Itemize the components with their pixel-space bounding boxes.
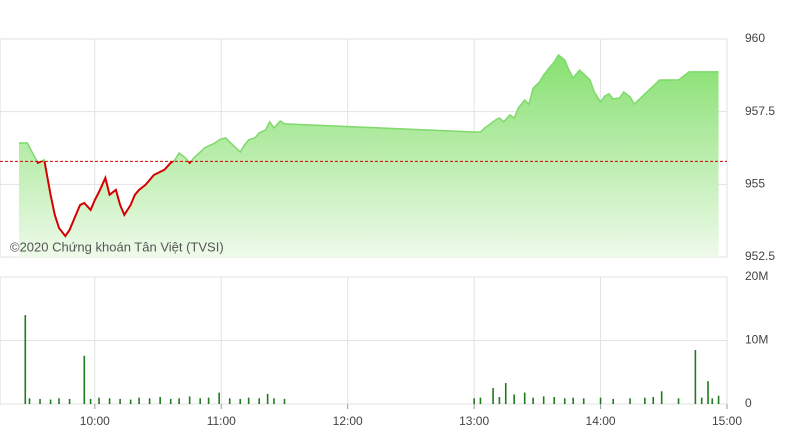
volume-bar	[563, 398, 566, 404]
watermark: ©2020 Chứng khoán Tân Việt (TVSI)	[10, 239, 224, 254]
y-tick-label: 960	[745, 31, 765, 45]
x-tick-label: 13:00	[459, 414, 489, 428]
volume-bar	[89, 398, 92, 404]
volume-bar	[68, 398, 71, 404]
volume-bar	[24, 315, 27, 404]
price-line	[18, 53, 719, 162]
volume-bar	[129, 399, 132, 404]
y-tick-label: 0	[745, 396, 752, 410]
volume-bar	[159, 397, 161, 404]
volume-bar	[98, 397, 100, 404]
volume-bar	[266, 393, 269, 404]
price-area	[18, 54, 719, 258]
x-tick-label: 12:00	[333, 414, 363, 428]
volume-bar	[207, 397, 210, 404]
volume-bar	[542, 396, 545, 404]
volume-bar	[660, 391, 663, 404]
y-tick-label: 10M	[745, 333, 768, 347]
volume-bar	[247, 397, 250, 404]
volume-bar	[239, 398, 242, 404]
volume-bar	[644, 397, 646, 404]
volume-bar	[532, 397, 534, 404]
volume-bar	[717, 395, 720, 404]
volume-bar	[119, 398, 121, 404]
volume-bar	[28, 398, 31, 404]
volume-bar	[677, 398, 680, 404]
volume-bar	[711, 398, 714, 404]
volume-bar	[582, 398, 585, 404]
volume-bar	[473, 398, 475, 404]
y-tick-label: 952.5	[745, 249, 775, 263]
volume-bar	[523, 392, 526, 404]
volume-bar	[49, 399, 52, 404]
volume-bar	[479, 397, 482, 404]
volume-bar	[707, 381, 709, 404]
volume-bar	[188, 396, 191, 404]
x-tick-label: 15:00	[712, 414, 742, 428]
volume-bar	[178, 398, 180, 404]
volume-bar	[218, 392, 220, 404]
x-tick-label: 14:00	[586, 414, 616, 428]
volume-bar	[199, 398, 201, 404]
y-tick-label: 20M	[745, 269, 768, 283]
volume-bar	[108, 398, 111, 404]
y-tick-label: 955	[745, 177, 765, 191]
volume-bar	[513, 394, 515, 404]
price-line-below-reference	[35, 161, 193, 238]
volume-bar	[498, 397, 501, 404]
y-tick-label: 957.5	[745, 104, 775, 118]
volume-bar	[652, 397, 655, 404]
volume-bar	[283, 398, 286, 404]
volume-bar	[258, 398, 260, 404]
volume-bar	[228, 398, 231, 404]
volume-bar	[553, 397, 556, 404]
volume-bar	[138, 397, 140, 404]
volume-bar	[629, 398, 631, 404]
volume-bar	[58, 398, 60, 404]
volume-bar	[169, 398, 172, 404]
volume-bar	[39, 398, 41, 404]
x-tick-label: 10:00	[80, 414, 110, 428]
volume-bar	[694, 350, 697, 404]
volume-bar	[83, 355, 86, 404]
volume-bar	[492, 388, 494, 404]
volume-bar	[504, 383, 507, 404]
volume-bar	[148, 398, 151, 404]
volume-bar	[273, 398, 275, 404]
volume-bar	[599, 397, 602, 404]
volume-bar	[612, 398, 615, 404]
volume-bar	[700, 397, 703, 404]
x-tick-label: 11:00	[207, 414, 236, 428]
volume-bar	[572, 397, 574, 404]
